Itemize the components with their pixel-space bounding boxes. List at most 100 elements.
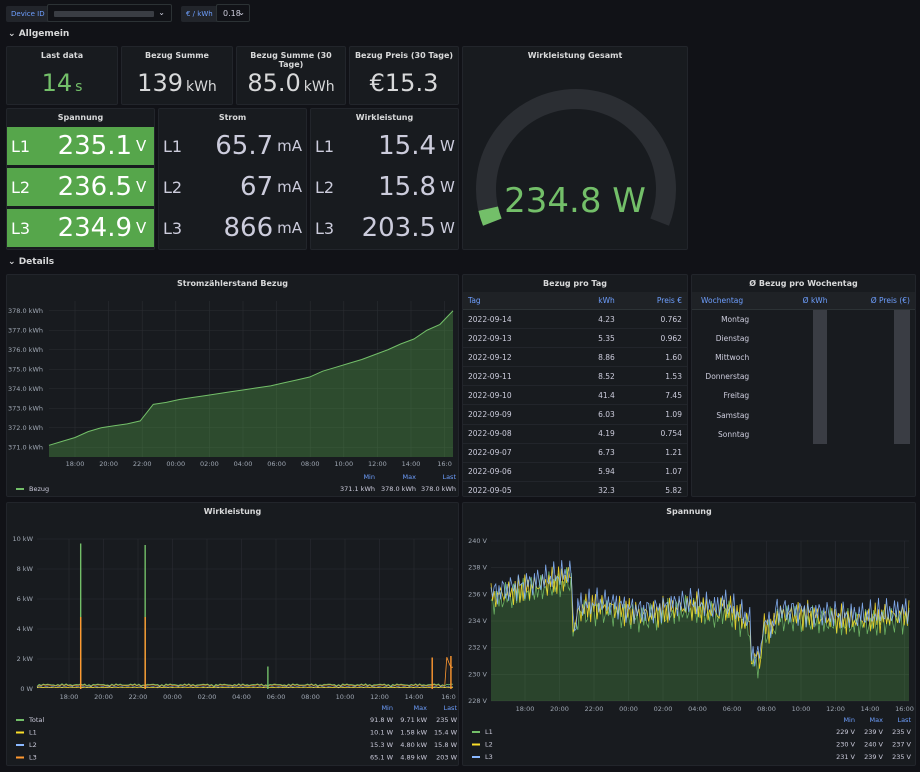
bar-cell: [832, 424, 915, 444]
phase-value: 203.5: [361, 213, 436, 243]
legend-value: 235 W: [436, 716, 457, 724]
x-tick-label: 14:00: [402, 460, 421, 468]
legend-color: [16, 719, 24, 721]
legend-name: L2: [29, 741, 37, 749]
bar-cell: [832, 348, 915, 368]
legend-value: 378.0 kWh: [381, 485, 416, 493]
legend-color: [16, 488, 24, 490]
table-cell: 1.21: [665, 448, 682, 458]
device-id-value: [54, 11, 154, 17]
bar-cell: [752, 424, 832, 444]
gauge-value: 234.8 W: [504, 181, 646, 221]
series-line: [36, 686, 454, 689]
legend-name: L3: [29, 754, 37, 762]
table-row: 2022-09-13 5.35 0.962: [463, 329, 687, 349]
phase-value: 15.4: [378, 131, 436, 161]
bar-fill: [893, 405, 910, 425]
legend-color: [472, 731, 480, 733]
y-tick-label: 374.0 kWh: [8, 385, 43, 393]
column-header[interactable]: Tag: [468, 296, 481, 305]
x-tick-label: 10:00: [336, 693, 355, 701]
table-cell: 2022-09-13: [468, 333, 512, 343]
x-tick-label: 12:00: [826, 705, 845, 713]
bar-fill: [893, 424, 910, 444]
phase-value: 235.1: [57, 131, 132, 161]
legend-value: 371.1 kWh: [340, 485, 375, 493]
x-tick-label: 08:00: [301, 460, 320, 468]
stat-unit: s: [75, 79, 83, 95]
legend-color: [16, 731, 24, 734]
stat-unit: kWh: [185, 79, 217, 95]
bar-cell: [752, 367, 832, 387]
y-tick-label: 8 kW: [17, 565, 34, 573]
legend-name: L3: [485, 753, 493, 761]
legend-color: [472, 743, 480, 746]
panel-bezug-pro-wochentag: Ø Bezug pro Wochentag Wochentag Ø kWh Ø Pr…: [691, 274, 916, 497]
y-tick-label: 230 V: [468, 670, 487, 678]
table-cell: 1.53: [665, 371, 682, 381]
device-id-select[interactable]: ⌄: [47, 4, 172, 22]
table-cell: 5.82: [665, 486, 682, 496]
legend-header: Last: [442, 473, 456, 481]
bar-cell: [752, 386, 832, 406]
x-tick-label: 00:00: [619, 705, 638, 713]
phase-unit: W: [440, 137, 455, 155]
meter-chart: 371.0 kWh 372.0 kWh 373.0 kWh 374.0 kWh 375.…: [8, 301, 456, 493]
column-header[interactable]: Preis €: [656, 296, 682, 305]
x-tick-label: 14:00: [405, 693, 424, 701]
legend-color: [16, 744, 24, 746]
x-tick-label: 20:00: [550, 705, 569, 713]
table-row: 2022-09-06 5.94 1.07: [463, 463, 687, 482]
series-line: [48, 310, 454, 446]
bar-cell: [752, 348, 832, 368]
column-header[interactable]: Ø Preis (€): [870, 296, 910, 305]
bar-cell: [832, 367, 915, 387]
table-row: Montag: [692, 310, 915, 330]
x-tick-label: 16:0: [437, 460, 452, 468]
legend-value: 10.1 W: [370, 729, 394, 737]
row-allgemein[interactable]: ⌄ Allgemein: [8, 29, 69, 39]
panel-title: Wirkleistung: [355, 113, 414, 122]
table-row: 2022-09-10 41.4 7.45: [463, 386, 687, 406]
chevron-down-icon: ⌄: [238, 8, 245, 17]
bar-fill: [813, 424, 828, 444]
stat-unit: kWh: [303, 79, 335, 95]
stat-value: €15.3: [350, 69, 458, 97]
column-header[interactable]: Wochentag: [701, 296, 744, 305]
x-tick-label: 10:00: [792, 705, 811, 713]
x-tick-label: 14:00: [861, 705, 880, 713]
table-cell: 0.762: [660, 314, 682, 324]
x-tick-label: 16:00: [895, 705, 914, 713]
column-header[interactable]: kWh: [598, 296, 615, 305]
column-header[interactable]: Ø kWh: [802, 296, 828, 305]
table-row: 2022-09-05 32.3 5.82: [463, 482, 687, 496]
table-row: 2022-09-09 6.03 1.09: [463, 405, 687, 425]
stat-title: Bezug Summe: [145, 51, 209, 60]
y-tick-label: 375.0 kWh: [8, 365, 43, 373]
table-header: Tag kWh Preis €: [463, 292, 687, 310]
price-select[interactable]: 0.18 ⌄: [216, 4, 250, 22]
legend-name: L1: [29, 729, 37, 737]
row-details[interactable]: ⌄ Details: [8, 257, 54, 267]
table-cell: 5.35: [598, 333, 615, 343]
phase-unit: W: [440, 178, 455, 196]
phase-value: 65.7: [215, 131, 274, 161]
x-tick-label: 10:00: [334, 460, 353, 468]
legend-value: 235 V: [892, 728, 911, 736]
x-tick-label: 22:00: [133, 460, 152, 468]
legend-value: 1.58 kW: [400, 729, 427, 737]
legend-value: 237 V: [892, 741, 911, 749]
table-cell: 1.09: [665, 410, 682, 420]
phase-row: L1 65.7 mA: [163, 127, 302, 165]
panel-wirkleistung: Wirkleistung L1 15.4 W L2 15.8 W L3 203.5 W: [310, 108, 459, 250]
table-cell: 41.4: [598, 390, 615, 400]
legend-header: Last: [897, 716, 911, 724]
phase-unit: mA: [277, 178, 302, 196]
series-line: [36, 657, 454, 688]
stat-panel: Bezug Summe 139 kWh: [121, 46, 233, 105]
panel-title: Strom: [218, 113, 247, 122]
x-tick-label: 18:00: [60, 693, 79, 701]
x-tick-label: 08:00: [301, 693, 320, 701]
panel-spannung: Spannung L1 235.1 V L2 236.5 V L3 234.9 V: [6, 108, 155, 250]
table-row: Donnerstag: [692, 367, 915, 387]
